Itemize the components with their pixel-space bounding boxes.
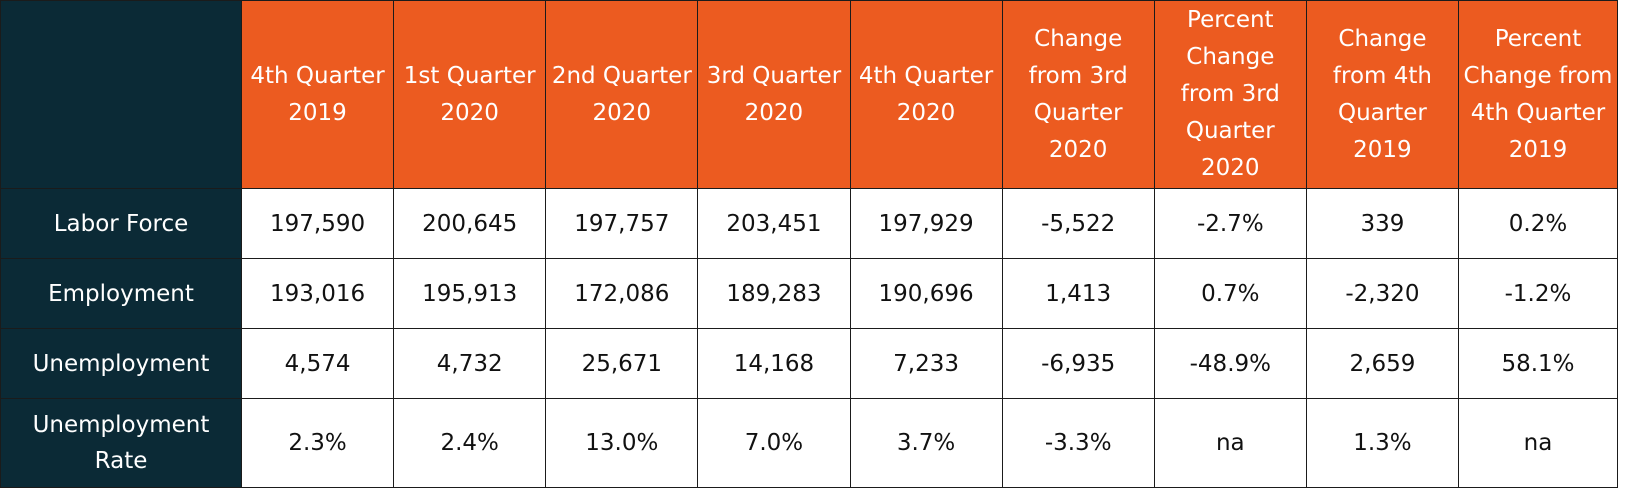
table-cell: 197,929: [849, 188, 1003, 259]
table-cell: 14,168: [697, 328, 851, 399]
labor-statistics-table: 4th Quarter 2019 1st Quarter 2020 2nd Qu…: [0, 0, 1618, 488]
table-cell: 0.2%: [1458, 188, 1618, 259]
row-label-labor-force: Labor Force: [0, 188, 242, 259]
header-row: 4th Quarter 2019 1st Quarter 2020 2nd Qu…: [0, 0, 1618, 189]
table-cell: 197,590: [240, 188, 395, 259]
table-cell: 2.4%: [393, 398, 547, 488]
table-cell: -48.9%: [1153, 328, 1307, 399]
table-cell: -6,935: [1001, 328, 1155, 399]
table-cell: -2,320: [1305, 258, 1460, 329]
column-header-q4-2019: 4th Quarter 2019: [240, 0, 395, 189]
table-cell: 339: [1305, 188, 1460, 259]
column-header-change-from-q3-2020: Change from 3rd Quarter 2020: [1001, 0, 1155, 189]
table-cell: 200,645: [393, 188, 547, 259]
table-cell: 7,233: [849, 328, 1003, 399]
column-header-q1-2020: 1st Quarter 2020: [393, 0, 547, 189]
row-label-unemployment: Unemployment: [0, 328, 242, 399]
table-cell: 195,913: [393, 258, 547, 329]
table-cell: 190,696: [849, 258, 1003, 329]
table-cell: 189,283: [697, 258, 851, 329]
table-cell: 2.3%: [240, 398, 395, 488]
table-cell: -3.3%: [1001, 398, 1155, 488]
table-cell: 193,016: [240, 258, 395, 329]
table-row-employment: Employment 193,016 195,913 172,086 189,2…: [0, 258, 1618, 329]
table-cell: na: [1458, 398, 1618, 488]
table-cell: 1.3%: [1305, 398, 1460, 488]
table-cell: 58.1%: [1458, 328, 1618, 399]
table-row-labor-force: Labor Force 197,590 200,645 197,757 203,…: [0, 188, 1618, 259]
table-cell: 0.7%: [1153, 258, 1307, 329]
table-cell: 2,659: [1305, 328, 1460, 399]
table-cell: 4,574: [240, 328, 395, 399]
table-row-unemployment-rate: Unemployment Rate 2.3% 2.4% 13.0% 7.0% 3…: [0, 398, 1618, 488]
column-header-q4-2020: 4th Quarter 2020: [849, 0, 1003, 189]
table-cell: 1,413: [1001, 258, 1155, 329]
table-cell: -5,522: [1001, 188, 1155, 259]
table-cell: 13.0%: [545, 398, 699, 488]
table-cell: 3.7%: [849, 398, 1003, 488]
column-header-change-from-q4-2019: Change from 4th Quarter 2019: [1305, 0, 1460, 189]
table-cell: -1.2%: [1458, 258, 1618, 329]
table-cell: 172,086: [545, 258, 699, 329]
column-header-q2-2020: 2nd Quarter 2020: [545, 0, 699, 189]
table-cell: 7.0%: [697, 398, 851, 488]
table-cell: 4,732: [393, 328, 547, 399]
table-cell: 197,757: [545, 188, 699, 259]
table-cell: na: [1153, 398, 1307, 488]
row-label-employment: Employment: [0, 258, 242, 329]
table-row-unemployment: Unemployment 4,574 4,732 25,671 14,168 7…: [0, 328, 1618, 399]
table-cell: -2.7%: [1153, 188, 1307, 259]
row-label-unemployment-rate: Unemployment Rate: [0, 398, 242, 488]
column-header-q3-2020: 3rd Quarter 2020: [697, 0, 851, 189]
column-header-percent-change-from-q3-2020: Percent Change from 3rd Quarter 2020: [1153, 0, 1307, 189]
table-cell: 203,451: [697, 188, 851, 259]
table-cell: 25,671: [545, 328, 699, 399]
corner-cell: [0, 0, 242, 189]
column-header-percent-change-from-q4-2019: Percent Change from 4th Quarter 2019: [1458, 0, 1618, 189]
